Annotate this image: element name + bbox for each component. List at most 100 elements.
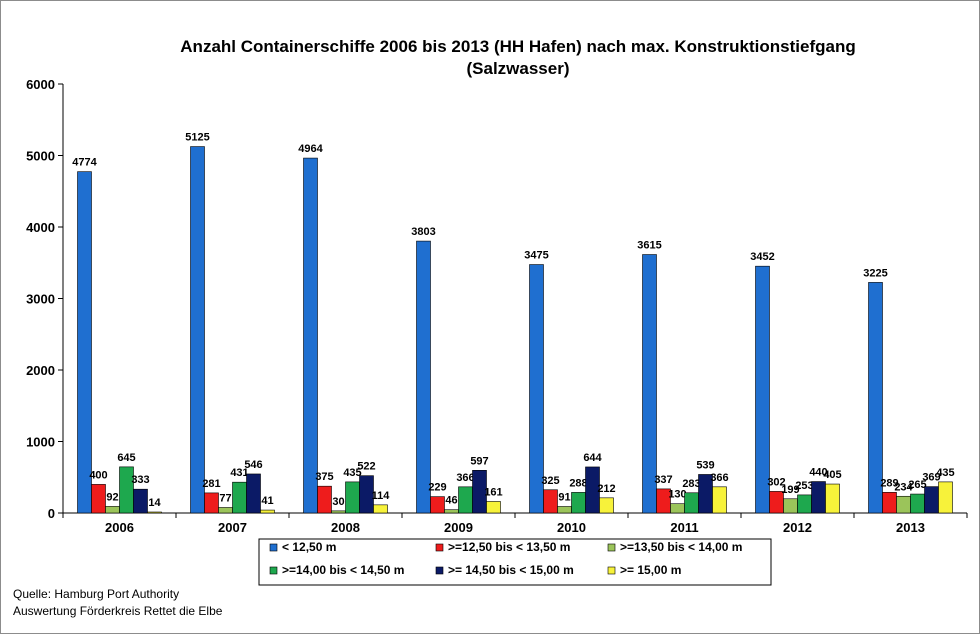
x-tick-label: 2011: [670, 520, 698, 535]
y-tick-label: 5000: [26, 149, 55, 164]
y-tick-label: 2000: [26, 363, 55, 378]
bar: [430, 496, 445, 514]
data-label: 405: [823, 469, 841, 481]
bar: [712, 486, 727, 514]
data-label: 92: [106, 491, 118, 503]
bar: [486, 501, 501, 514]
bar: [896, 495, 911, 514]
bar: [571, 492, 586, 514]
legend-label: >=12,50 bis < 13,50 m: [448, 540, 570, 554]
data-label: 431: [230, 467, 248, 479]
legend-swatch: [435, 566, 444, 575]
chart-title-line2: (Salzwasser): [467, 59, 570, 78]
data-label: 4774: [72, 157, 97, 169]
data-label: 539: [696, 459, 714, 471]
bar: [882, 492, 897, 514]
data-label: 212: [597, 483, 615, 495]
x-tick-label: 2010: [557, 520, 586, 535]
x-tick-label: 2013: [896, 520, 925, 535]
bar: [670, 503, 685, 514]
data-label: 302: [767, 476, 785, 488]
data-label: 366: [710, 472, 728, 484]
bar: [924, 486, 939, 514]
data-label: 14: [148, 497, 161, 509]
legend-swatch: [435, 543, 444, 552]
legend-swatch: [269, 566, 278, 575]
data-label: 435: [343, 467, 361, 479]
data-label: 546: [244, 459, 262, 471]
data-label: 366: [456, 472, 474, 484]
y-tick-label: 0: [48, 506, 55, 521]
bar: [147, 511, 162, 514]
bar: [599, 497, 614, 514]
bar: [444, 509, 459, 514]
bar: [105, 506, 120, 514]
y-tick-label: 6000: [26, 77, 55, 92]
data-label: 283: [682, 478, 700, 490]
data-label: 229: [428, 482, 446, 494]
bar: [373, 504, 388, 514]
data-label: 337: [654, 474, 672, 486]
data-label: 375: [315, 471, 333, 483]
bar: [260, 509, 275, 514]
x-tick-label: 2012: [783, 520, 812, 535]
data-label: 597: [470, 455, 488, 467]
bar: [811, 481, 826, 514]
data-label: 281: [202, 478, 220, 490]
x-tick-label: 2006: [105, 520, 134, 535]
x-tick-label: 2007: [218, 520, 247, 535]
data-label: 369: [922, 472, 940, 484]
y-tick-label: 1000: [26, 435, 55, 450]
data-label: 3225: [863, 267, 887, 279]
bar: [557, 506, 572, 514]
bar: [684, 492, 699, 514]
legend-label: >=13,50 bis < 14,00 m: [620, 540, 742, 554]
bar: [458, 486, 473, 514]
data-label: 161: [484, 486, 502, 498]
bar: [529, 264, 544, 514]
legend-label: >=14,00 bis < 14,50 m: [282, 563, 404, 577]
bar: [797, 494, 812, 514]
data-label: 3475: [524, 250, 548, 262]
data-label: 435: [936, 467, 954, 479]
data-label: 91: [558, 491, 570, 503]
data-label: 288: [569, 477, 587, 489]
bar: [656, 488, 671, 514]
bar: [303, 157, 318, 514]
bar: [133, 488, 148, 514]
data-label: 4964: [298, 143, 323, 155]
bar: [91, 484, 106, 514]
chart-title: Anzahl Containerschiffe 2006 bis 2013 (H…: [180, 37, 855, 56]
legend-box: [258, 538, 772, 586]
axes: 0 1000 2000 3000 4000 5000 6000 2006 2007 2008 200…: [26, 77, 968, 535]
bar: [585, 466, 600, 514]
data-label: 645: [117, 452, 135, 464]
data-label: 3615: [637, 240, 661, 252]
data-label: 77: [219, 492, 231, 504]
bar: [359, 475, 374, 514]
data-label: 289: [880, 477, 898, 489]
analysis-credit: Auswertung Förderkreis Rettet die Elbe: [13, 604, 223, 618]
data-label: 30: [332, 496, 344, 508]
bar: [190, 146, 205, 514]
bar: [825, 483, 840, 514]
legend-swatch: [607, 566, 616, 575]
bar: [204, 492, 219, 514]
x-tick-label: 2008: [331, 520, 360, 535]
bar: [543, 489, 558, 514]
data-label: 3452: [750, 251, 774, 263]
data-label: 325: [541, 475, 559, 487]
bar: [472, 470, 487, 514]
bar: [218, 507, 233, 514]
bar: [938, 481, 953, 514]
y-tick-label: 3000: [26, 292, 55, 307]
data-label: 46: [445, 495, 457, 507]
y-tick-label: 4000: [26, 220, 55, 235]
data-label: 440: [809, 467, 827, 479]
source-line: Quelle: Hamburg Port Authority: [13, 587, 180, 601]
data-label: 400: [89, 469, 107, 481]
data-label: 333: [131, 474, 149, 486]
bar: [345, 481, 360, 514]
